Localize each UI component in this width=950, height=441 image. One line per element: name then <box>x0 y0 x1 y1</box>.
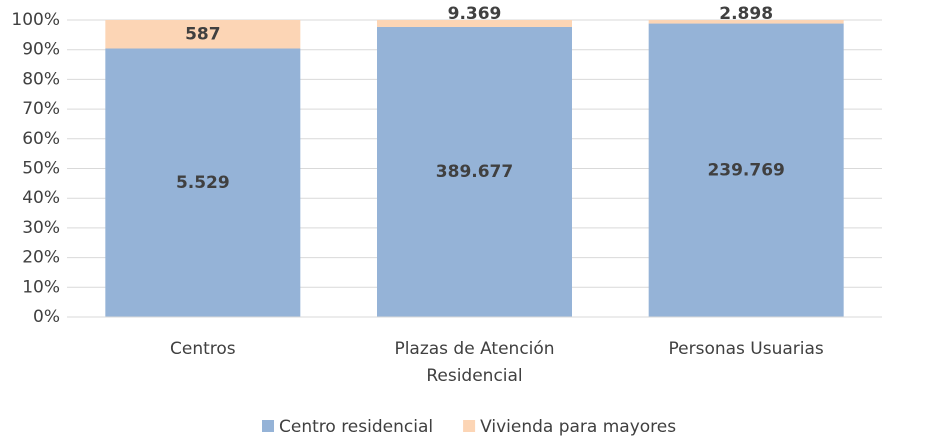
y-tick-label: 70% <box>22 99 60 119</box>
bar-segment <box>377 26 572 317</box>
legend-label: Centro residencial <box>279 417 433 437</box>
bar-segment <box>648 20 844 24</box>
data-label: 2.898 <box>719 4 773 24</box>
data-label: 5.529 <box>176 173 230 193</box>
data-label: 239.769 <box>707 160 784 180</box>
legend-swatch <box>262 420 274 432</box>
y-tick-label: 90% <box>22 40 60 60</box>
y-tick-label: 50% <box>22 159 60 179</box>
y-tick-label: 20% <box>22 248 60 268</box>
y-tick-label: 60% <box>22 129 60 149</box>
bar-segment <box>648 23 844 317</box>
data-label: 587 <box>185 24 221 44</box>
bar-segment <box>105 48 301 317</box>
x-tick-label: Personas Usuarias <box>668 339 824 359</box>
bar-segment <box>105 20 301 49</box>
data-label: 9.369 <box>448 4 502 24</box>
bar-segment <box>377 20 572 27</box>
y-tick-label: 0% <box>33 307 60 327</box>
legend-label: Vivienda para mayores <box>480 417 676 437</box>
x-tick-label: Plazas de Atención Residencial <box>394 339 555 386</box>
legend-swatch <box>463 420 476 432</box>
y-tick-label: 40% <box>22 188 60 208</box>
y-tick-label: 10% <box>22 277 60 297</box>
x-tick-label: Centros <box>170 339 236 359</box>
y-tick-label: 30% <box>22 218 60 238</box>
y-tick-label: 100% <box>11 10 60 30</box>
y-tick-label: 80% <box>22 69 60 89</box>
data-label: 389.677 <box>436 162 513 182</box>
